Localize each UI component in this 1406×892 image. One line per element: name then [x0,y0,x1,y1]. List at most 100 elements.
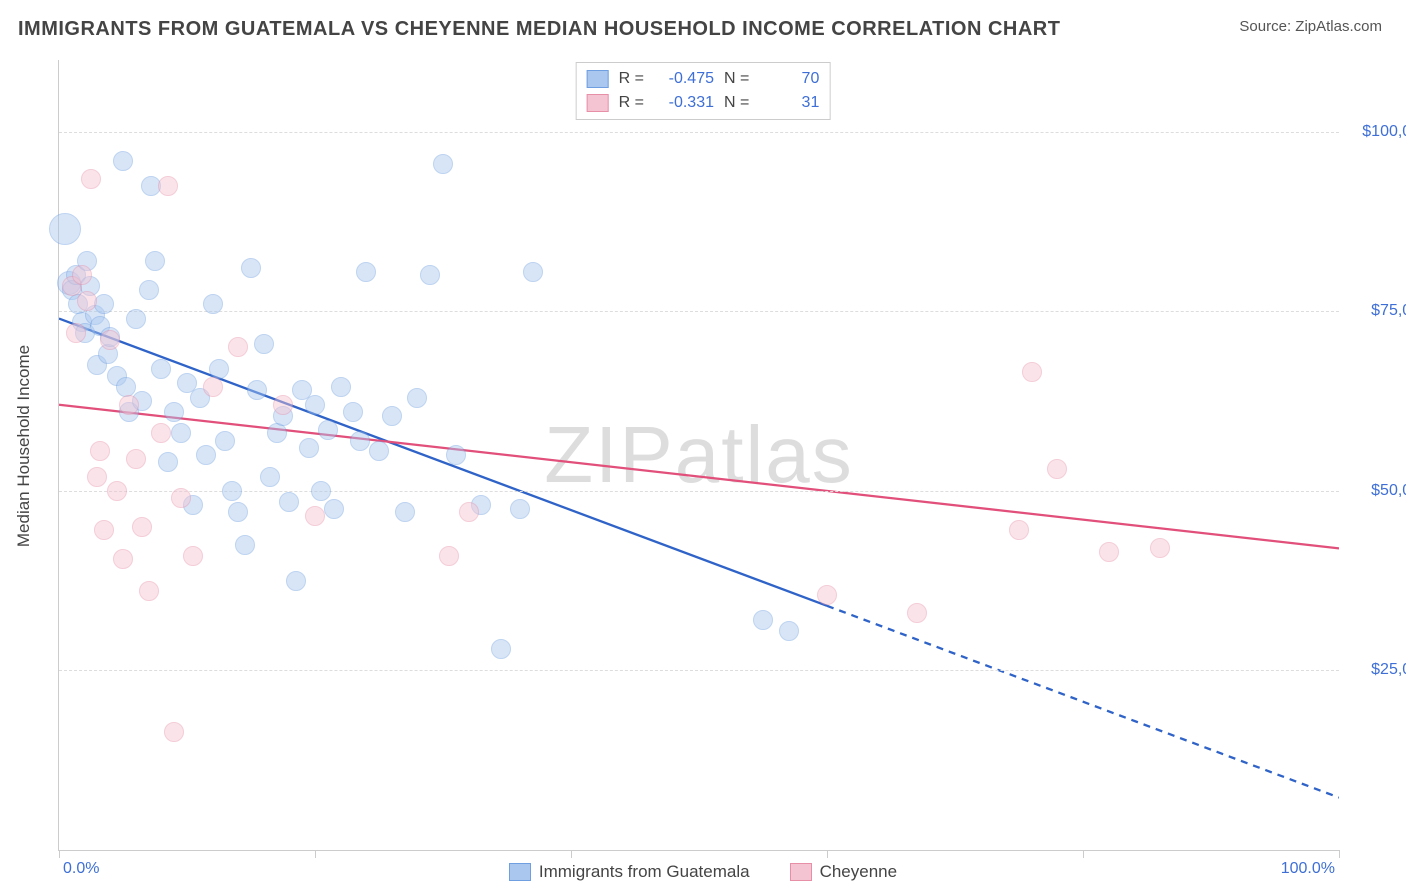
data-point-series-1 [779,621,799,641]
n-label: N = [724,91,749,115]
data-point-series-1 [215,431,235,451]
r-label: R = [619,91,644,115]
data-point-series-2 [72,265,92,285]
data-point-series-2 [126,449,146,469]
data-point-series-1 [433,154,453,174]
x-start-label: 0.0% [63,860,99,878]
data-point-series-2 [1099,542,1119,562]
data-point-series-2 [77,291,97,311]
trend-lines-layer [59,60,1339,850]
data-point-series-2 [1047,459,1067,479]
legend-item-series-1: Immigrants from Guatemala [509,862,750,882]
data-point-series-1 [382,406,402,426]
stats-row-series-1: R = -0.475 N = 70 [587,67,820,91]
data-point-series-2 [158,176,178,196]
gridline [59,311,1339,312]
data-point-series-1 [324,499,344,519]
data-point-series-2 [228,337,248,357]
data-point-series-1 [145,251,165,271]
data-point-series-1 [49,213,81,245]
data-point-series-1 [318,420,338,440]
watermark: ZIPatlas [544,409,853,501]
data-point-series-1 [254,334,274,354]
y-tick-label: $50,000 [1349,482,1406,500]
data-point-series-1 [241,258,261,278]
legend-swatch-series-1 [509,863,531,881]
data-point-series-1 [196,445,216,465]
x-tick [571,850,572,858]
data-point-series-2 [164,722,184,742]
chart-title: IMMIGRANTS FROM GUATEMALA VS CHEYENNE ME… [18,18,1060,41]
data-point-series-1 [523,262,543,282]
legend-swatch-series-2 [790,863,812,881]
data-point-series-2 [273,395,293,415]
data-point-series-1 [753,610,773,630]
data-point-series-2 [119,395,139,415]
data-point-series-2 [1150,538,1170,558]
y-axis-title: Median Household Income [14,345,34,547]
data-point-series-2 [87,467,107,487]
source-attribution: Source: ZipAtlas.com [1239,18,1382,35]
data-point-series-1 [126,309,146,329]
data-point-series-1 [491,639,511,659]
data-point-series-1 [343,402,363,422]
y-tick-label: $25,000 [1349,661,1406,679]
watermark-left: ZIP [544,410,674,499]
data-point-series-1 [356,262,376,282]
data-point-series-2 [203,377,223,397]
data-point-series-1 [267,423,287,443]
data-point-series-2 [100,330,120,350]
data-point-series-2 [459,502,479,522]
gridline [59,491,1339,492]
x-tick [1083,850,1084,858]
data-point-series-1 [139,280,159,300]
data-point-series-1 [369,441,389,461]
data-point-series-2 [132,517,152,537]
data-point-series-2 [139,581,159,601]
data-point-series-1 [407,388,427,408]
data-point-series-2 [94,520,114,540]
data-point-series-1 [113,151,133,171]
bottom-legend: Immigrants from Guatemala Cheyenne [303,862,1103,882]
gridline [59,670,1339,671]
n-label: N = [724,67,749,91]
data-point-series-1 [222,481,242,501]
data-point-series-2 [439,546,459,566]
source-value: ZipAtlas.com [1295,18,1382,35]
legend-swatch-series-2 [587,94,609,112]
data-point-series-1 [286,571,306,591]
legend-swatch-series-1 [587,70,609,88]
r-label: R = [619,67,644,91]
data-point-series-1 [446,445,466,465]
r-value-series-1: -0.475 [654,67,714,91]
data-point-series-1 [164,402,184,422]
legend-item-series-2: Cheyenne [790,862,898,882]
data-point-series-2 [907,603,927,623]
data-point-series-2 [817,585,837,605]
stats-row-series-2: R = -0.331 N = 31 [587,91,820,115]
data-point-series-1 [299,438,319,458]
chart-plot-area: ZIPatlas $25,000$50,000$75,000$100,0000.… [58,60,1339,851]
x-tick [59,850,60,858]
data-point-series-1 [247,380,267,400]
x-tick [827,850,828,858]
data-point-series-1 [235,535,255,555]
data-point-series-2 [305,506,325,526]
n-value-series-2: 31 [759,91,819,115]
stats-legend-box: R = -0.475 N = 70 R = -0.331 N = 31 [576,62,831,120]
data-point-series-1 [260,467,280,487]
data-point-series-2 [183,546,203,566]
data-point-series-2 [107,481,127,501]
data-point-series-2 [1022,362,1042,382]
source-label: Source: [1239,18,1295,35]
y-tick-label: $75,000 [1349,302,1406,320]
data-point-series-1 [510,499,530,519]
x-end-label: 100.0% [1281,860,1335,878]
data-point-series-1 [151,359,171,379]
data-point-series-1 [420,265,440,285]
data-point-series-1 [158,452,178,472]
data-point-series-1 [203,294,223,314]
data-point-series-1 [331,377,351,397]
data-point-series-1 [116,377,136,397]
data-point-series-2 [90,441,110,461]
